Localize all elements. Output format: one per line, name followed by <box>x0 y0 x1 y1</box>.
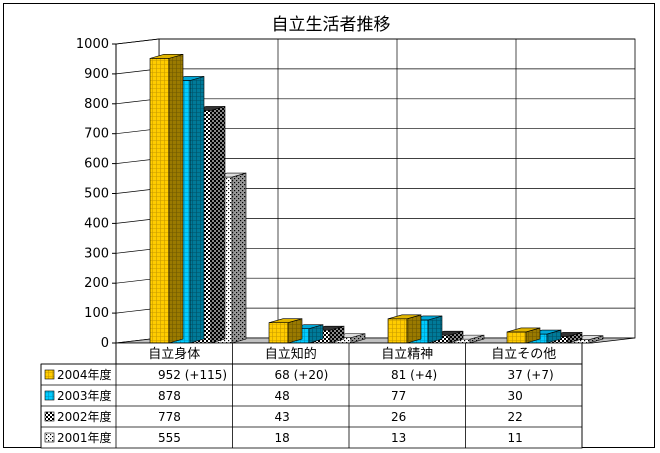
data-label: 878 <box>158 389 181 403</box>
y-tick-label: 500 <box>84 187 109 202</box>
category-label: 自立精神 <box>381 347 433 362</box>
legend-swatch <box>44 390 55 401</box>
bar-side <box>189 76 205 344</box>
bar-front <box>387 318 408 344</box>
bar-side <box>427 315 443 344</box>
y-tick-label: 300 <box>84 246 109 261</box>
data-label: 778 <box>158 410 181 424</box>
legend-swatch <box>44 432 55 443</box>
bar-top <box>387 314 422 320</box>
bar-front <box>506 331 527 344</box>
data-label: 81 (+4) <box>391 368 437 382</box>
bar-2004年度-自立その他 <box>506 327 541 344</box>
legend-label: 2003年度 <box>57 388 112 403</box>
y-tick-label: 700 <box>84 127 109 142</box>
y-tick-label: 900 <box>84 67 109 82</box>
bar-2004年度-自立知的 <box>268 318 303 344</box>
data-label: 68 (+20) <box>275 368 329 382</box>
data-label: 77 <box>391 389 406 403</box>
y-tick-label: 1000 <box>76 37 109 52</box>
bar-front <box>268 322 289 344</box>
chart-frame: 自立生活者推移 0 100 200 300 400 500 600 700 800 900 1000… <box>3 3 655 449</box>
data-label: 18 <box>275 431 290 445</box>
data-label: 30 <box>508 389 523 403</box>
bar-front <box>149 58 170 344</box>
y-axis: 0 100 200 300 400 500 600 700 800 900 1000 <box>76 37 117 351</box>
bar-side <box>231 172 247 344</box>
bar-side <box>210 105 226 344</box>
legend-label: 2001年度 <box>57 430 112 445</box>
data-label: 11 <box>508 431 523 445</box>
data-label: 37 (+7) <box>508 368 554 382</box>
y-tick-label: 100 <box>84 306 109 321</box>
bar-chart: 自立生活者推移 0 100 200 300 400 500 600 700 800 900 1000… <box>40 15 636 449</box>
y-tick-label: 0 <box>101 336 109 351</box>
legend-swatch <box>44 369 55 380</box>
bar-2004年度-自立身体 <box>149 53 184 344</box>
bar-side <box>168 53 184 344</box>
data-label: 13 <box>391 431 406 445</box>
y-tick-label: 600 <box>84 157 109 172</box>
legend-label: 2004年度 <box>57 367 112 382</box>
bar-top <box>149 54 184 59</box>
category-label: 自立身体 <box>148 346 200 362</box>
y-tick-label: 400 <box>84 216 109 231</box>
data-table: 自立身体 自立知的 自立精神 自立その他 2004年度 952 (+115) 68 (+20… <box>40 342 583 449</box>
bar-top <box>506 327 541 333</box>
y-tick-label: 200 <box>84 276 109 291</box>
category-label: 自立その他 <box>491 347 556 362</box>
data-label: 26 <box>391 410 406 424</box>
bar-side <box>406 314 422 344</box>
data-label: 48 <box>275 389 290 403</box>
category-label: 自立知的 <box>265 346 317 362</box>
data-label: 22 <box>508 410 523 424</box>
data-label: 43 <box>275 410 290 424</box>
data-label: 952 (+115) <box>158 368 227 382</box>
gridline-side <box>115 38 160 45</box>
y-tick-label: 800 <box>84 97 109 112</box>
chart-title: 自立生活者推移 <box>272 15 391 35</box>
bar-2004年度-自立精神 <box>387 314 422 344</box>
legend-swatch <box>44 411 55 422</box>
legend-label: 2002年度 <box>57 409 112 424</box>
bar-top <box>268 318 303 323</box>
data-label: 555 <box>158 431 181 445</box>
